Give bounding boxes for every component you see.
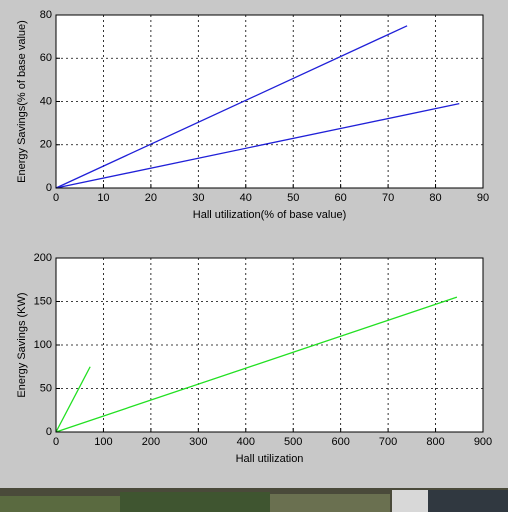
x-tick-label: 90 — [477, 192, 489, 204]
y-tick-label: 40 — [40, 95, 52, 107]
x-tick-label: 400 — [237, 436, 255, 448]
x-tick-label: 20 — [145, 192, 157, 204]
x-tick-label: 0 — [53, 436, 59, 448]
x-tick-label: 60 — [335, 192, 347, 204]
y-tick-label: 50 — [40, 382, 52, 394]
y-tick-label: 100 — [34, 339, 52, 351]
x-tick-label: 900 — [474, 436, 492, 448]
x-tick-label: 200 — [142, 436, 160, 448]
x-tick-label: 40 — [240, 192, 252, 204]
x-tick-label: 30 — [192, 192, 204, 204]
y-axis-label: Energy Savings(% of base value) — [16, 20, 28, 183]
y-tick-label: 20 — [40, 139, 52, 151]
y-tick-label: 80 — [40, 9, 52, 21]
x-tick-label: 70 — [382, 192, 394, 204]
x-tick-label: 800 — [426, 436, 444, 448]
figure: 0102030405060708090020406080Hall utiliza… — [0, 0, 508, 512]
x-axis-label: Hall utilization — [236, 453, 304, 465]
y-axis-label: Energy Savings (KW) — [16, 292, 28, 397]
x-tick-label: 10 — [97, 192, 109, 204]
x-axis-label: Hall utilization(% of base value) — [193, 209, 346, 221]
plot-area — [56, 258, 483, 432]
y-tick-label: 0 — [46, 426, 52, 438]
x-tick-label: 50 — [287, 192, 299, 204]
x-tick-label: 80 — [429, 192, 441, 204]
photo-strip — [0, 488, 508, 512]
x-tick-label: 300 — [189, 436, 207, 448]
x-tick-label: 600 — [331, 436, 349, 448]
x-tick-label: 100 — [94, 436, 112, 448]
plot-area — [56, 15, 483, 188]
x-tick-label: 500 — [284, 436, 302, 448]
y-tick-label: 150 — [34, 295, 52, 307]
y-tick-label: 200 — [34, 252, 52, 264]
y-tick-label: 0 — [46, 182, 52, 194]
y-tick-label: 60 — [40, 52, 52, 64]
x-tick-label: 0 — [53, 192, 59, 204]
x-tick-label: 700 — [379, 436, 397, 448]
